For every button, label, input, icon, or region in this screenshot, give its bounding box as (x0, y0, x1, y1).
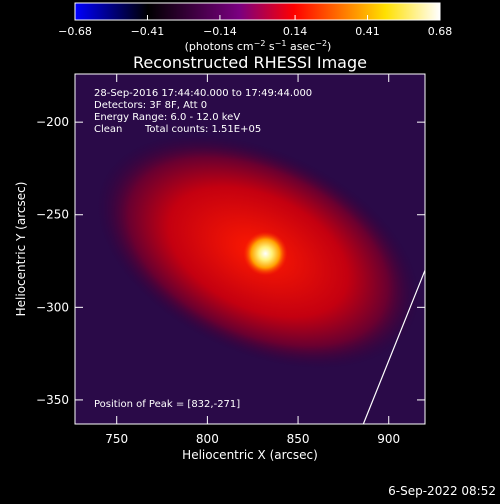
colorbar-tick-label: 0.14 (283, 25, 308, 38)
plot-frame (74, 73, 426, 425)
annotation-time-range: 28-Sep-2016 17:44:40.000 to 17:49:44.000 (94, 88, 312, 99)
colorbar-tick-label: −0.41 (131, 25, 165, 38)
annotation-peak-position: Position of Peak = [832,-271] (94, 399, 240, 410)
x-tick-label: 900 (377, 432, 400, 446)
footer-timestamp: 6-Sep-2022 08:52 (388, 484, 496, 498)
x-tick-label: 750 (105, 432, 128, 446)
y-tick-label: −300 (36, 300, 69, 314)
y-tick-label: −350 (36, 393, 69, 407)
y-tick-label: −200 (36, 115, 69, 129)
colorbar-tick-label: 0.68 (428, 25, 453, 38)
annotation-total-counts: Total counts: 1.51E+05 (144, 124, 261, 135)
colorbar-unit-label: (photons cm−2 s−1 asec−2) (185, 39, 332, 54)
colorbar-tick-label: −0.14 (203, 25, 237, 38)
y-axis-ticks: −200 −250 −300 −350 (36, 115, 425, 407)
solar-limb-line (362, 270, 425, 424)
annotation-energy-range: Energy Range: 6.0 - 12.0 keV (94, 112, 240, 123)
x-tick-label: 800 (196, 432, 219, 446)
y-tick-label: −250 (36, 208, 69, 222)
colorbar-ticks: −0.68 −0.41 −0.14 0.14 0.41 0.68 (58, 15, 452, 38)
peak-hotspot (243, 231, 288, 276)
colorbar-tick-label: 0.41 (355, 25, 380, 38)
chart-title: Reconstructed RHESSI Image (133, 53, 367, 72)
x-axis-label: Heliocentric X (arcsec) (182, 448, 318, 462)
annotation-detectors: Detectors: 3F 8F, Att 0 (94, 100, 207, 111)
colorbar-tick-label: −0.68 (58, 25, 92, 38)
annotation-clean: Clean (94, 124, 122, 135)
x-axis-ticks: 750 800 850 900 (105, 74, 400, 446)
colorbar (74, 2, 441, 21)
y-axis-label: Heliocentric Y (arcsec) (14, 182, 28, 317)
x-tick-label: 850 (287, 432, 310, 446)
